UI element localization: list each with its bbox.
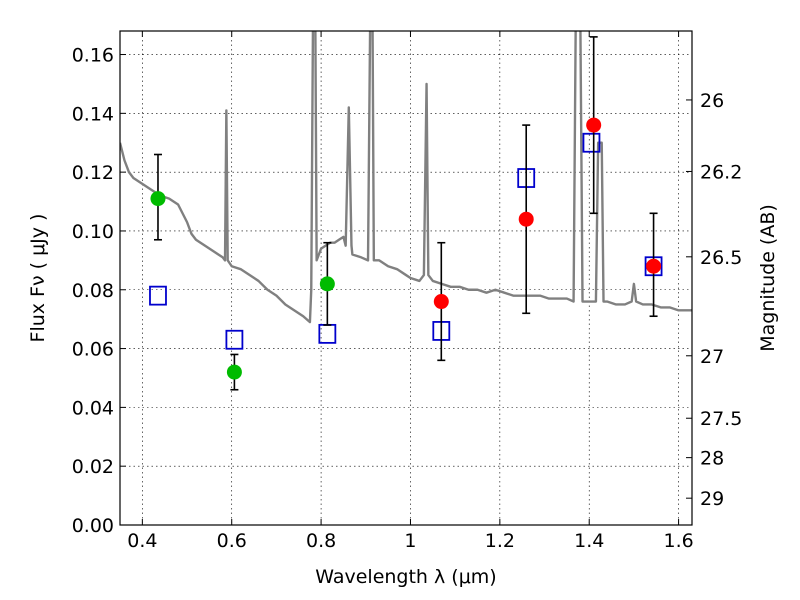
sed-model-curve: [120, 31, 692, 324]
x-tick-label: 1.6: [663, 530, 693, 552]
x-axis-label: Wavelength λ (μm): [315, 566, 496, 588]
observed-flux-point: [433, 294, 449, 310]
y-tick-label: 0.00: [72, 515, 114, 537]
mag-tick-label: 29: [700, 488, 724, 510]
observed-flux-point: [586, 117, 602, 133]
mag-tick-label: 26: [700, 90, 724, 112]
model-photometry-square: [582, 132, 601, 153]
x-tick-label: 0.4: [127, 530, 157, 552]
y-tick-label: 0.14: [72, 103, 114, 125]
mag-tick-label: 27: [700, 346, 724, 368]
y-axis-label: Flux Fν ( μJy ): [27, 214, 49, 343]
x-tick-label: 1.2: [485, 530, 515, 552]
observed-flux-point: [150, 191, 166, 207]
y-tick-label: 0.02: [72, 456, 114, 478]
x-tick-label: 1: [404, 530, 416, 552]
mag-tick-label: 27.5: [700, 408, 742, 430]
y-tick-label: 0.04: [72, 397, 114, 419]
x-tick-label: 0.6: [217, 530, 247, 552]
observed-flux-point: [518, 211, 534, 227]
observed-photometry-layer: [150, 36, 662, 391]
x-tick-label: 1.4: [574, 530, 604, 552]
y-tick-label: 0.08: [72, 280, 114, 302]
mag-tick-label: 26.2: [700, 161, 742, 183]
observed-flux-point: [319, 276, 335, 292]
model-photometry-square: [225, 329, 244, 350]
y-tick-label: 0.10: [72, 221, 114, 243]
axis-ticks: 0.4 0.6 0.8 1 1.2 1.4 1.6 0.00 0.02 0.04 0.06 0.08 0…: [72, 31, 742, 552]
sed-model-layer: [120, 31, 692, 324]
plot-frame: [119, 30, 693, 526]
mag-tick-label: 28: [700, 448, 724, 470]
y-axis-right-label: Magnitude (AB): [757, 204, 779, 352]
model-photometry-square: [149, 285, 167, 306]
observed-flux-point: [646, 258, 662, 274]
observed-flux-point: [226, 364, 242, 380]
y-tick-label: 0.12: [72, 162, 114, 184]
x-tick-label: 0.8: [306, 530, 336, 552]
plot-area: [120, 31, 692, 525]
y-tick-label: 0.06: [72, 339, 114, 361]
y-tick-label: 0.16: [72, 45, 114, 67]
mag-tick-label: 26.5: [700, 247, 742, 269]
